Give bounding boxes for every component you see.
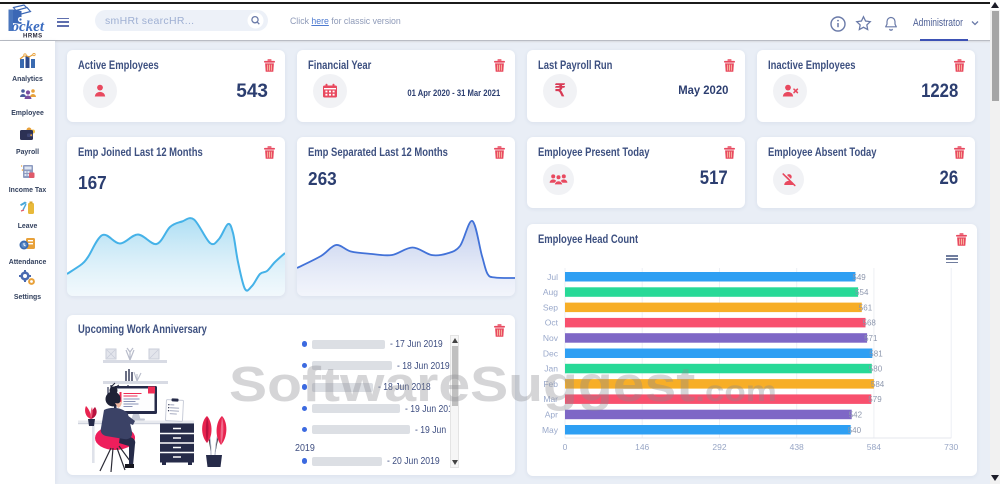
svg-text:Aug: Aug (543, 287, 558, 297)
svg-text:540: 540 (848, 426, 862, 435)
svg-text:Jul: Jul (547, 272, 558, 282)
svg-text:568: 568 (863, 319, 877, 328)
svg-text:581: 581 (869, 349, 883, 358)
svg-text:584: 584 (867, 442, 881, 452)
svg-text:561: 561 (859, 303, 873, 312)
svg-text:554: 554 (855, 288, 869, 297)
svg-text:Dec: Dec (543, 348, 559, 358)
svg-text:Oct: Oct (545, 318, 559, 328)
svg-text:549: 549 (852, 273, 866, 282)
svg-text:579: 579 (868, 395, 882, 404)
svg-text:Apr: Apr (545, 410, 558, 420)
svg-text:584: 584 (871, 380, 885, 389)
svg-text:146: 146 (635, 442, 649, 452)
svg-text:0: 0 (563, 442, 568, 452)
svg-text:438: 438 (790, 442, 804, 452)
svg-text:580: 580 (869, 365, 883, 374)
svg-text:Nov: Nov (543, 333, 559, 343)
svg-text:Mar: Mar (543, 394, 558, 404)
svg-text:Sep: Sep (543, 302, 558, 312)
svg-text:May: May (542, 425, 559, 435)
svg-text:Feb: Feb (543, 379, 558, 389)
svg-text:ocket: ocket (12, 19, 45, 35)
svg-text:730: 730 (944, 442, 958, 452)
svg-text:Jan: Jan (544, 364, 558, 374)
svg-text:542: 542 (849, 411, 863, 420)
svg-text:571: 571 (864, 334, 878, 343)
svg-text:292: 292 (712, 442, 726, 452)
svg-text:HRMS: HRMS (23, 34, 43, 40)
